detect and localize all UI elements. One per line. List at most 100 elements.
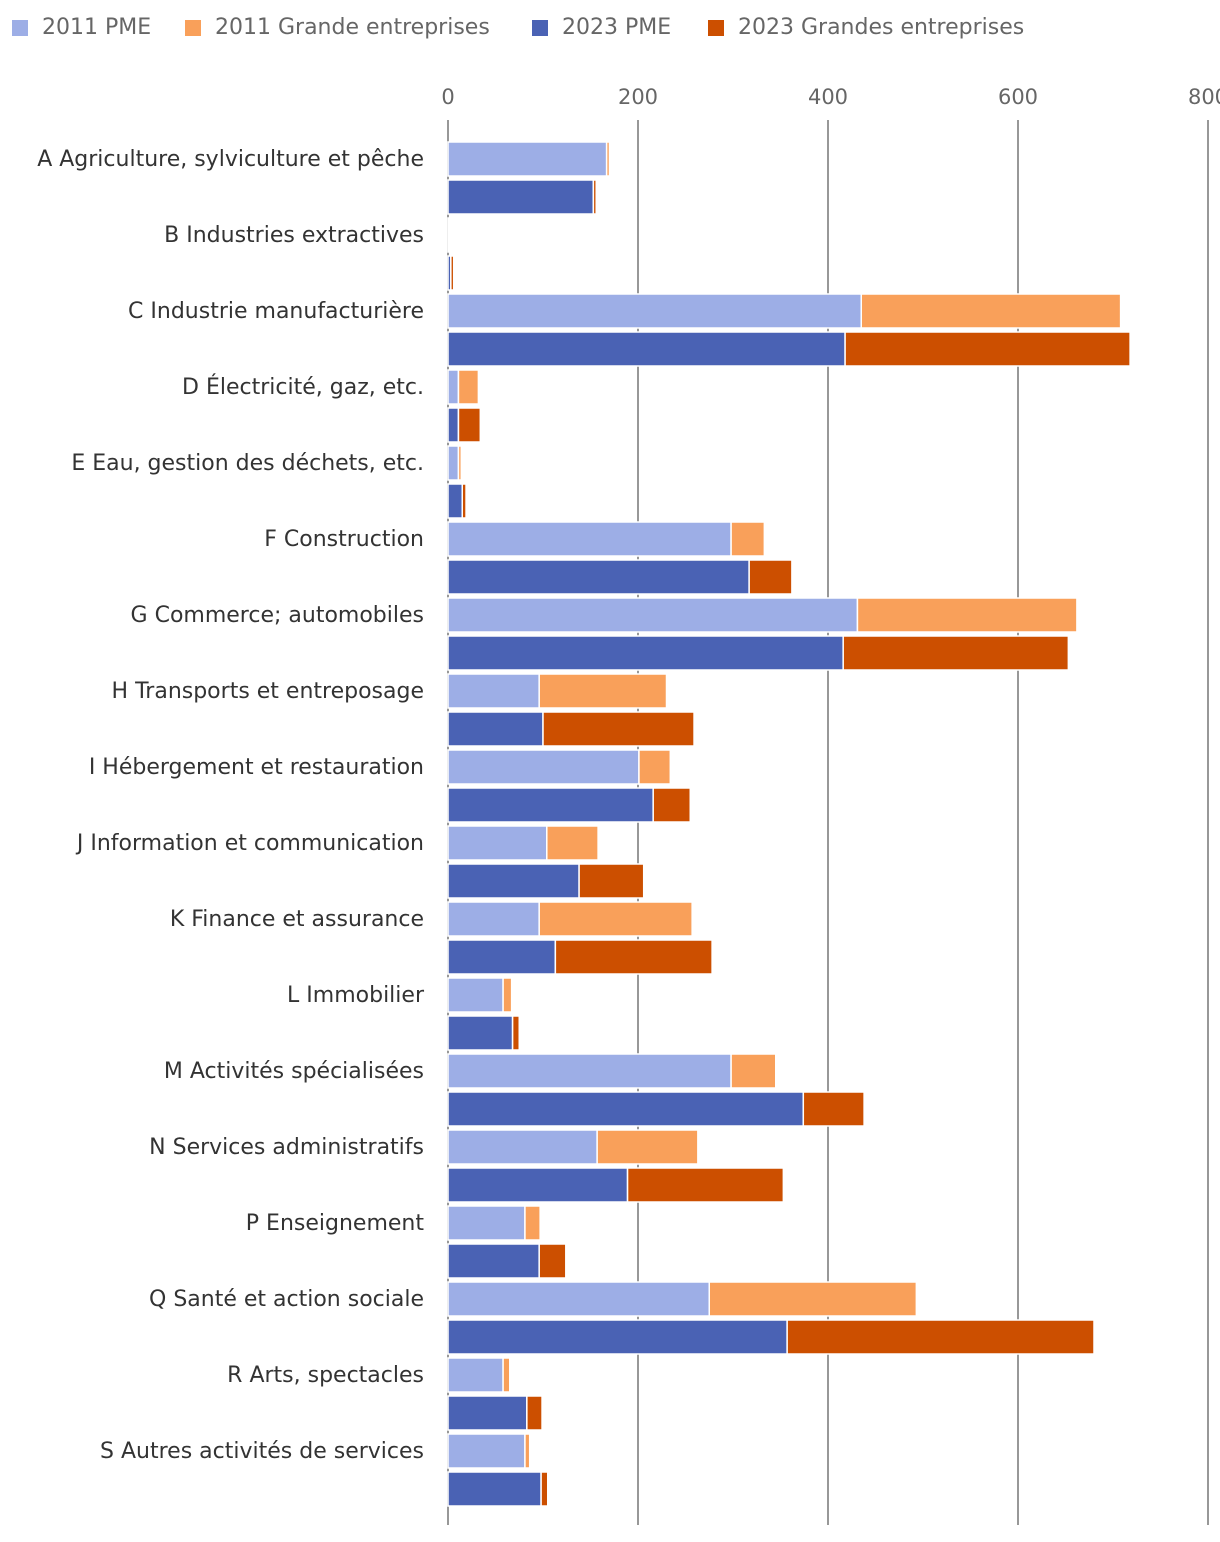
- bar-segment: [447, 369, 460, 405]
- bar-segment: [447, 787, 654, 823]
- bar-segment: [447, 1205, 526, 1241]
- bar-segment: [450, 255, 455, 291]
- bar-segment: [860, 293, 1122, 329]
- bar-segment: [447, 977, 504, 1013]
- bar-segment: [540, 1471, 549, 1507]
- legend-swatch: [185, 20, 201, 36]
- bar-segment: [730, 521, 766, 557]
- legend-label: 2023 PME: [562, 15, 671, 40]
- bar-segment: [447, 445, 460, 481]
- bar-segment: [447, 825, 548, 861]
- y-tick-label: M Activités spécialisées: [164, 1059, 424, 1084]
- bar-segment: [592, 179, 597, 215]
- bar-segment: [447, 1395, 528, 1431]
- bar-segment: [748, 559, 793, 595]
- bar-segment: [447, 1433, 526, 1469]
- bar-segment: [447, 293, 862, 329]
- bar-segment: [447, 939, 557, 975]
- bar-segment: [447, 597, 859, 633]
- bar-segment: [447, 901, 540, 937]
- bar-segment: [447, 711, 544, 747]
- bar-segment: [605, 141, 611, 177]
- y-tick-label: F Construction: [264, 527, 424, 552]
- bar-segment: [596, 1129, 699, 1165]
- x-tick-label: 200: [618, 85, 658, 109]
- bar-segment: [626, 1167, 785, 1203]
- bar-segment: [447, 331, 846, 367]
- legend-swatch: [12, 20, 28, 36]
- y-tick-label: I Hébergement et restauration: [89, 755, 424, 780]
- y-tick-label: R Arts, spectacles: [227, 1363, 424, 1388]
- bar-segment: [856, 597, 1078, 633]
- bar-segment: [447, 1129, 598, 1165]
- bar-segment: [511, 1015, 520, 1051]
- y-tick-label: L Immobilier: [287, 983, 425, 1008]
- bar-segment: [447, 1319, 788, 1355]
- bar-segment: [538, 1243, 567, 1279]
- legend-label: 2023 Grandes entreprises: [738, 15, 1024, 40]
- bar-segment: [578, 863, 645, 899]
- bar-segment: [447, 559, 750, 595]
- bar-segment: [447, 1471, 542, 1507]
- bar-segment: [447, 179, 595, 215]
- bar-segment: [502, 1357, 511, 1393]
- bar-segment: [730, 1053, 777, 1089]
- legend-label: 2011 Grande entreprises: [215, 15, 490, 40]
- bar-segment: [447, 1053, 732, 1089]
- x-tick-label: 800: [1188, 85, 1220, 109]
- bar-segment: [652, 787, 692, 823]
- x-tick-label: 0: [441, 85, 454, 109]
- y-tick-label: A Agriculture, sylviculture et pêche: [37, 147, 424, 172]
- y-tick-label: D Électricité, gaz, etc.: [182, 374, 424, 400]
- bar-segment: [447, 1281, 710, 1317]
- bar-segment: [447, 217, 450, 253]
- legend-swatch: [532, 20, 548, 36]
- bar-segment: [542, 711, 695, 747]
- bar-segment: [457, 407, 482, 443]
- bar-segment: [447, 483, 463, 519]
- bar-segment: [526, 1395, 543, 1431]
- x-tick-label: 400: [808, 85, 848, 109]
- bar-segment: [786, 1319, 1095, 1355]
- bar-segment: [538, 673, 668, 709]
- bar-segment: [502, 977, 513, 1013]
- bar-segment: [447, 673, 540, 709]
- y-tick-label: G Commerce; automobiles: [131, 603, 424, 628]
- bar-segment: [554, 939, 713, 975]
- y-tick-label: S Autres activités de services: [100, 1439, 424, 1464]
- bar-segment: [447, 635, 844, 671]
- x-tick-label: 600: [998, 85, 1038, 109]
- bar-segment: [546, 825, 599, 861]
- bar-segment: [842, 635, 1070, 671]
- legend-swatch: [708, 20, 724, 36]
- bar-segment: [447, 1167, 629, 1203]
- bar-segment: [447, 1357, 504, 1393]
- y-tick-label: N Services administratifs: [149, 1135, 424, 1160]
- y-tick-label: H Transports et entreposage: [112, 679, 424, 704]
- bar-segment: [538, 901, 693, 937]
- bar-segment: [447, 863, 580, 899]
- bar-segment: [844, 331, 1131, 367]
- y-tick-label: J Information et communication: [75, 831, 424, 856]
- bar-segment: [447, 521, 732, 557]
- bar-segment: [447, 1243, 540, 1279]
- bar-segment: [447, 749, 640, 785]
- y-tick-label: C Industrie manufacturière: [128, 299, 424, 324]
- y-tick-label: E Eau, gestion des déchets, etc.: [71, 451, 424, 476]
- bar-segment: [461, 483, 467, 519]
- bar-segment: [802, 1091, 865, 1127]
- bar-segment: [524, 1433, 531, 1469]
- y-tick-label: Q Santé et action sociale: [149, 1287, 424, 1312]
- bar-segment: [708, 1281, 918, 1317]
- bar-segment: [524, 1205, 541, 1241]
- bar-segment: [447, 141, 608, 177]
- y-tick-label: P Enseignement: [246, 1211, 425, 1236]
- bar-segment: [447, 1091, 805, 1127]
- bar-segment: [447, 407, 460, 443]
- bar-segment: [447, 1015, 514, 1051]
- bar-segment: [457, 445, 463, 481]
- y-tick-label: B Industries extractives: [164, 223, 424, 248]
- bar-segment: [457, 369, 480, 405]
- y-tick-label: K Finance et assurance: [170, 907, 424, 932]
